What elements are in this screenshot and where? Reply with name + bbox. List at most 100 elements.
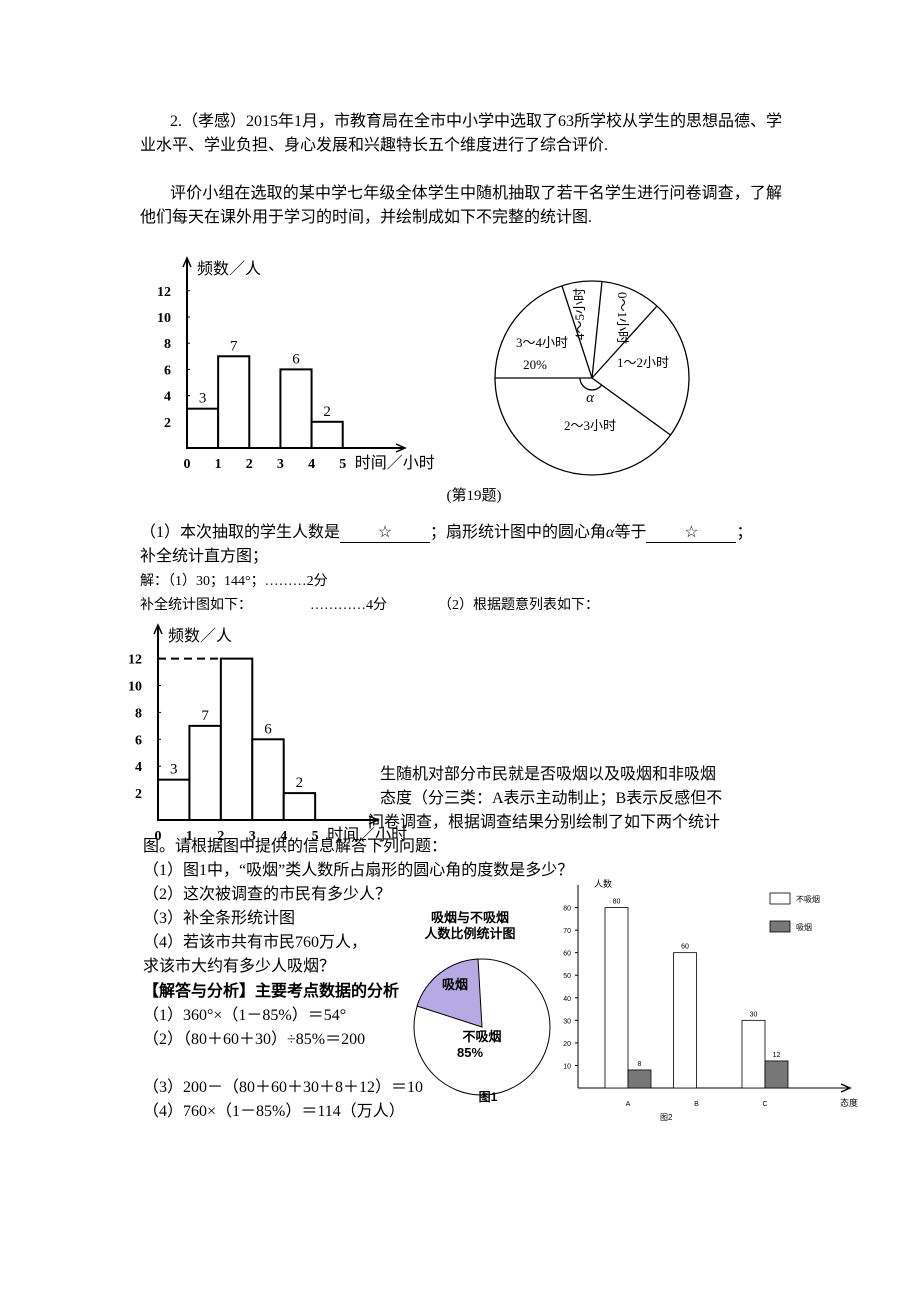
bar: [741, 1019, 766, 1089]
text: ；: [736, 524, 753, 541]
question: （3）补全条形统计图: [143, 910, 296, 927]
text: ；扇形统计图中的圆心角: [430, 524, 607, 541]
y-tick-label: 80: [563, 906, 571, 913]
axis-arrow: [840, 1083, 852, 1093]
paragraph: 评价小组在选取的某中学七年级全体学生中随机抽取了若干名学生进行问卷调查，了解他们…: [140, 185, 782, 226]
legend-label: 吸烟: [796, 923, 812, 932]
pie-label: 1～2小时: [617, 355, 669, 370]
y-tick-label: 4: [135, 760, 142, 775]
answer: （2）根据题意列表如下：: [438, 598, 599, 613]
y-tick-label: 2: [135, 787, 142, 802]
x-tick-label: 1: [215, 457, 222, 472]
x-tick-label: 2: [217, 829, 224, 844]
y-axis-label: 频数／人: [197, 260, 261, 278]
legend-swatch: [769, 920, 791, 933]
y-tick-label: 60: [563, 951, 571, 958]
y-tick-label: 10: [128, 680, 142, 695]
value-label: 8: [638, 1061, 642, 1068]
y-axis-label: 人数: [594, 878, 612, 889]
question: （1）图1中，“吸烟”类人数所占扇形的圆心角的度数是多少？: [143, 862, 574, 879]
answer: 解：（1）30；144°；………2分: [140, 574, 328, 589]
value-label: 30: [750, 1011, 758, 1018]
question: （1）本次抽取的学生人数是 ☆ ；扇形统计图中的圆心角α等于 ☆；: [140, 521, 752, 545]
text: 等于: [614, 524, 647, 541]
value-label: 60: [681, 944, 689, 951]
x-tick-label: 5: [312, 829, 319, 844]
caption: 图2: [660, 1113, 673, 1122]
paragraph-line: 态度（分三类：A表示主动制止；B表示反感但不: [380, 790, 723, 807]
pie-percent: 20%: [523, 357, 547, 372]
pie-outline: [494, 280, 690, 476]
x-tick-label: 1: [186, 829, 193, 844]
blank: ☆: [646, 524, 737, 543]
x-tick-label: 0: [184, 457, 191, 472]
y-tick-label: 2: [164, 416, 171, 431]
y-axis-label: 频数／人: [168, 627, 232, 645]
x-axis-label: 态度: [840, 1097, 858, 1108]
value-label: 80: [613, 899, 621, 906]
answer-heading: 【解答与分析】主要考点数据的分析: [143, 983, 400, 1000]
x-tick-label: B: [694, 1101, 699, 1108]
x-axis-label: 时间／小时: [327, 826, 407, 844]
paragraph: 2.（孝感）2015年1月，市教育局在全市中小学中选取了63所学校从学生的思想品…: [140, 113, 783, 154]
pie-label: 3～4小时: [516, 335, 568, 350]
pie-label: 4～5小时: [572, 288, 587, 340]
y-tick-label: 8: [164, 337, 171, 352]
bar: [673, 952, 697, 1089]
pie-angle: α: [586, 390, 595, 406]
value-label: 3: [199, 391, 207, 407]
bar: [282, 792, 317, 822]
blank: ☆: [340, 524, 431, 543]
value-label: 6: [264, 721, 272, 737]
pie2-label: 吸烟: [442, 977, 468, 992]
question: 求该市大约有多少人吸烟？: [143, 958, 336, 975]
bar: [251, 738, 285, 822]
y-tick-label: 12: [128, 653, 142, 668]
y-tick-label: 8: [135, 706, 142, 721]
bar: [310, 420, 344, 449]
y-tick-label: 6: [135, 733, 142, 748]
y-tick-label: 40: [563, 996, 571, 1003]
x-axis-label: 时间／小时: [355, 454, 435, 472]
value-label: 7: [230, 338, 238, 354]
question: （2）这次被调查的市民有多少人？: [143, 886, 392, 903]
bar: [764, 1060, 789, 1089]
text: （1）本次抽取的学生人数是: [140, 524, 341, 541]
y-tick-label: 30: [563, 1018, 571, 1025]
legend-label: 不吸烟: [796, 895, 820, 904]
answer: （2）（80＋60＋30）÷85%＝200: [143, 1031, 366, 1048]
x-tick-label: 0: [155, 829, 162, 844]
x-tick-label: 5: [339, 457, 346, 472]
axis-arrow: [368, 815, 380, 825]
y-tick-label: 10: [157, 311, 171, 326]
bar: [279, 368, 313, 449]
paragraph-line: 生随机对部分市民就是否吸烟以及吸烟和非吸烟: [380, 766, 717, 783]
caption: (第19题): [447, 486, 502, 504]
y-tick-label: 20: [563, 1041, 571, 1048]
y-tick-label: 10: [563, 1063, 571, 1070]
pie-label: 2～3小时: [564, 418, 616, 433]
value-label: 12: [773, 1052, 781, 1059]
answer: （1）360°×（1－85%）＝54°: [143, 1007, 347, 1024]
pie2-percent: 85%: [457, 1045, 483, 1060]
answer: （3）200－（80＋60＋30＋8＋12）＝10: [143, 1079, 424, 1096]
question: 补全统计直方图；: [140, 548, 269, 565]
bar: [627, 1069, 652, 1089]
axis-arrow: [153, 623, 163, 635]
symbol: α: [606, 524, 615, 541]
bar: [188, 724, 222, 821]
answer: 补全统计图如下：: [140, 598, 252, 613]
pie2-title: 人数比例统计图: [424, 926, 515, 941]
x-tick-label: 3: [249, 829, 256, 844]
value-label: 3: [170, 762, 178, 778]
x-tick-label: A: [626, 1101, 631, 1108]
legend-swatch: [769, 892, 791, 905]
pie2-label: 不吸烟: [462, 1029, 501, 1044]
axis-arrow: [395, 443, 407, 453]
paragraph-line: 问卷调查，根据调查结果分别绘制了如下两个统计: [368, 814, 721, 831]
answer: …………4分: [310, 598, 387, 613]
x-tick-label: 2: [246, 457, 253, 472]
pie2-outline: [413, 958, 551, 1096]
